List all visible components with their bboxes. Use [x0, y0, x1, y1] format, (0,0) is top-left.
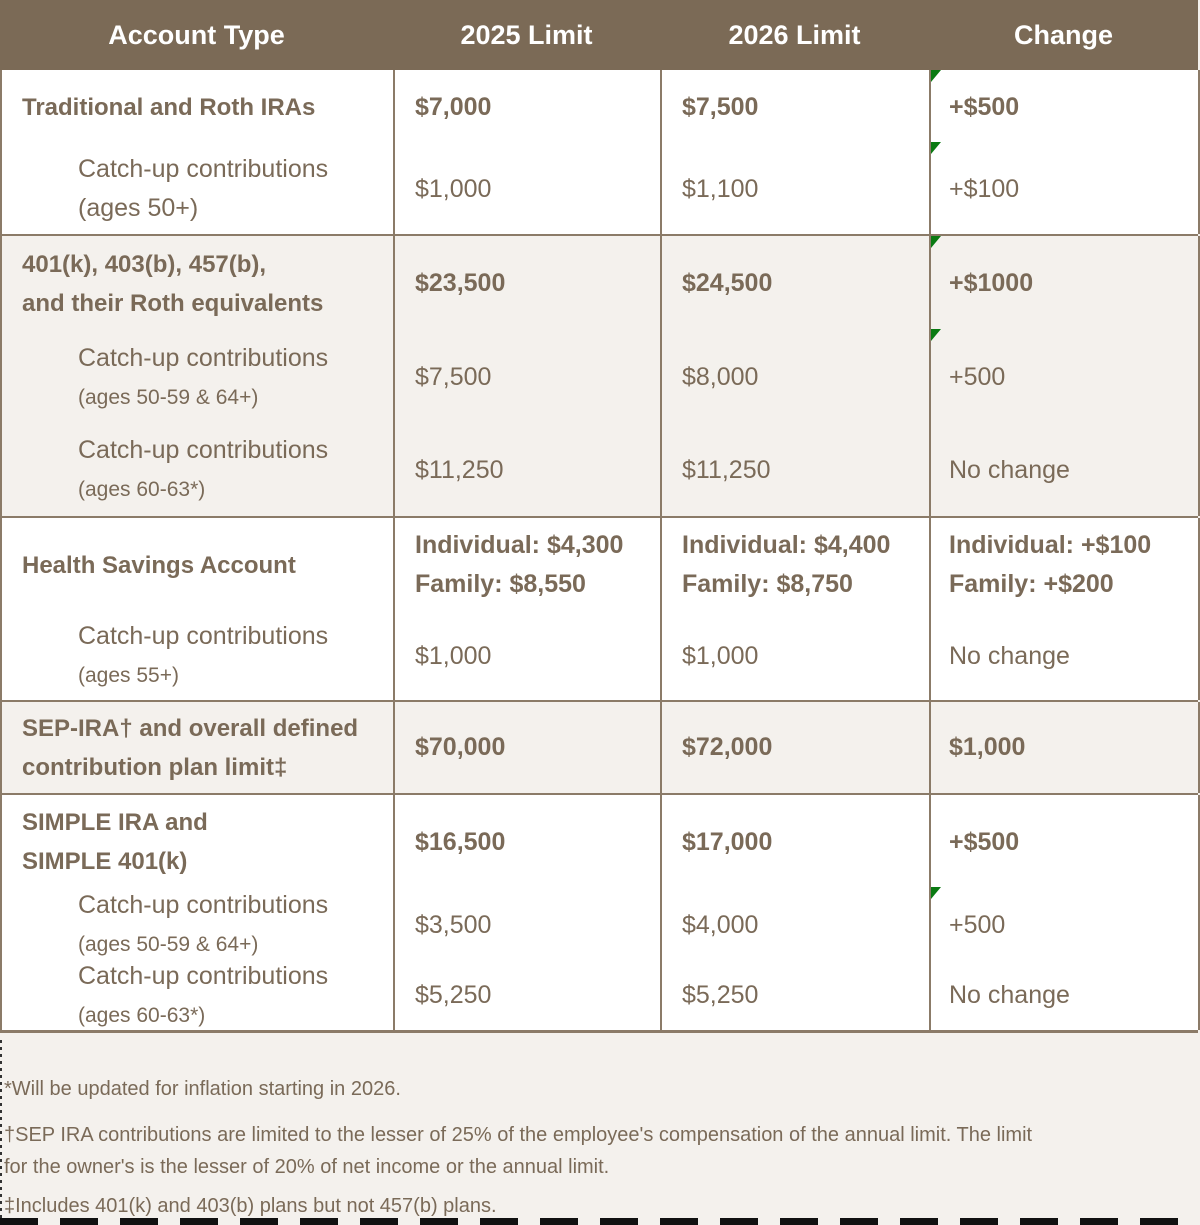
- limit-2026: $17,000: [682, 827, 773, 856]
- account-name: Traditional and Roth IRAs: [22, 93, 316, 121]
- left-edge-decoration: [0, 1040, 2, 1220]
- bottom-edge-decoration: [0, 1218, 1200, 1225]
- cell-marker-icon: [931, 70, 941, 82]
- limit-2025: Individual: $4,300 Family: $8,550: [415, 531, 624, 598]
- header-2026-limit: 2026 Limit: [728, 19, 861, 50]
- limit-2025: $16,500: [415, 827, 506, 856]
- sub-change: +500: [949, 910, 1006, 939]
- header-account-type: Account Type: [108, 19, 285, 50]
- footnote-double-dagger: ‡Includes 401(k) and 403(b) plans but no…: [4, 1195, 497, 1217]
- change: $1,000: [949, 733, 1026, 761]
- group-simple-ira: SIMPLE IRA and SIMPLE 401(k) Catch-up co…: [0, 795, 1200, 1033]
- limit-2026: Individual: $4,400 Family: $8,750: [682, 531, 891, 598]
- table-header: Account Type 2025 Limit 2026 Limit Chang…: [0, 0, 1198, 70]
- sub-account-name: Catch-up contributions (ages 50+): [78, 155, 329, 222]
- cell-marker-icon: [931, 142, 941, 154]
- sub-limit-2026: $8,000: [682, 363, 759, 391]
- cell-marker-icon: [931, 236, 941, 248]
- sub-limit-2025: $1,000: [415, 174, 492, 203]
- sub-limit-2025: $1,000: [415, 641, 492, 670]
- sub-account-name: Catch-up contributions (ages 60-63*): [78, 961, 329, 1027]
- sub-account-name: Catch-up contributions (ages 55+): [78, 622, 329, 687]
- cell-marker-icon: [931, 329, 941, 341]
- sub-limit-2026: $5,250: [682, 981, 759, 1009]
- sub-change: +$100: [949, 174, 1020, 203]
- sub-limit-2025: $5,250: [415, 981, 492, 1009]
- account-name: 401(k), 403(b), 457(b), and their Roth e…: [22, 250, 324, 317]
- sub-limit-2025: $11,250: [415, 455, 504, 484]
- sub-limit-2026: $11,250: [682, 455, 771, 484]
- account-name: SIMPLE IRA and SIMPLE 401(k): [22, 809, 208, 875]
- limit-2025: $23,500: [415, 269, 506, 297]
- change: Individual: +$100 Family: +$200: [949, 531, 1152, 598]
- limit-2025: $70,000: [415, 733, 506, 761]
- sub-account-name: Catch-up contributions (ages 50-59 & 64+…: [78, 891, 329, 956]
- limit-2026: $7,500: [682, 92, 759, 121]
- group-health-savings-account: Health Savings Account Catch-up contribu…: [0, 518, 1200, 702]
- limit-2026: $72,000: [682, 733, 773, 761]
- change: +$500: [949, 92, 1020, 121]
- limit-2026: $24,500: [682, 269, 773, 297]
- limit-2025: $7,000: [415, 92, 492, 121]
- sub-change: +500: [949, 363, 1006, 391]
- sub-change: No change: [949, 981, 1070, 1009]
- footnote-dagger-line1: †SEP IRA contributions are limited to th…: [4, 1124, 1033, 1146]
- sub-change: No change: [949, 641, 1070, 670]
- sub-limit-2026: $4,000: [682, 910, 759, 939]
- sub-limit-2025: $7,500: [415, 363, 492, 391]
- sub-account-name: Catch-up contributions (ages 60-63*): [78, 436, 329, 501]
- header-change: Change: [1013, 19, 1113, 50]
- group-401k-403b-457b: 401(k), 403(b), 457(b), and their Roth e…: [0, 236, 1200, 518]
- sub-limit-2026: $1,000: [682, 641, 759, 670]
- footnote-asterisk: *Will be updated for inflation starting …: [4, 1078, 401, 1100]
- sub-limit-2026: $1,100: [682, 174, 759, 203]
- footnote-dagger-line2: for the owner's is the lesser of 20% of …: [4, 1156, 610, 1178]
- change: +$500: [949, 827, 1020, 856]
- group-sep-ira: SEP-IRA† and overall defined contributio…: [0, 702, 1200, 795]
- sub-change: No change: [949, 455, 1070, 484]
- sub-limit-2025: $3,500: [415, 910, 492, 939]
- sub-account-name: Catch-up contributions (ages 50-59 & 64+…: [78, 343, 329, 409]
- group-traditional-roth-ira: Traditional and Roth IRAs Catch-up contr…: [0, 70, 1200, 236]
- account-name: SEP-IRA† and overall defined contributio…: [22, 714, 359, 781]
- cell-marker-icon: [931, 887, 941, 899]
- header-2025-limit: 2025 Limit: [460, 19, 593, 50]
- contribution-limits-table: Account Type 2025 Limit 2026 Limit Chang…: [0, 0, 1200, 1033]
- account-name: Health Savings Account: [22, 551, 296, 579]
- change: +$1000: [949, 269, 1034, 297]
